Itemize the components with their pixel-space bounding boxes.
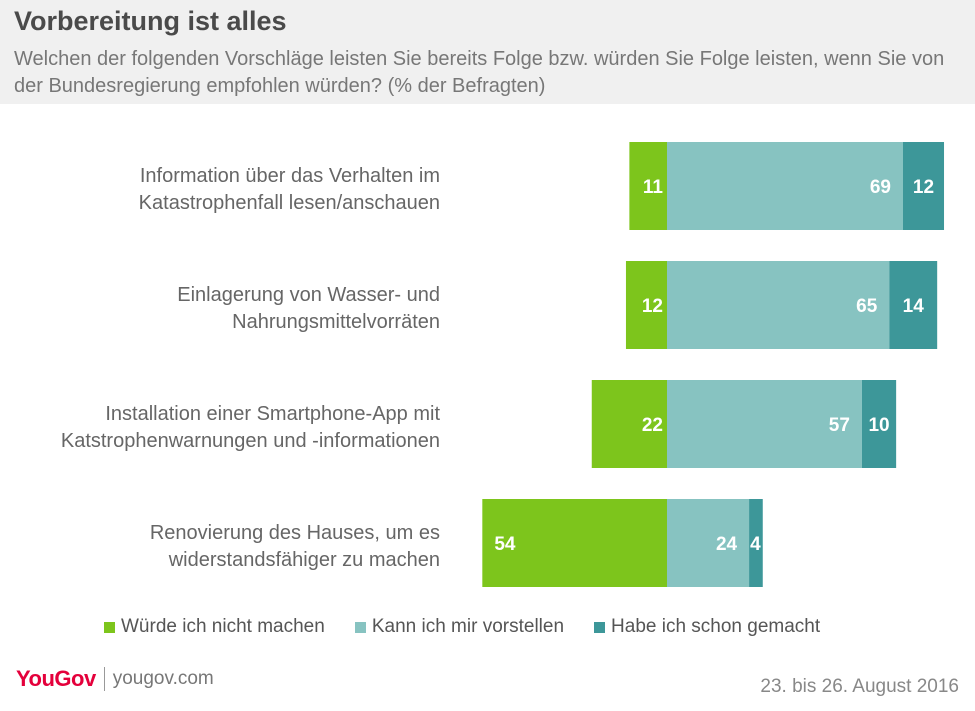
legend-label-can-imagine: Kann ich mir vorstellen — [371, 616, 565, 637]
footer-url: yougov.com — [112, 668, 214, 689]
category-label-line: widerstandsfähiger zu machen — [168, 549, 440, 571]
data-label-already-done: 10 — [868, 415, 889, 436]
data-label-already-done: 12 — [913, 177, 934, 198]
legend-label-not-do: Würde ich nicht machen — [121, 616, 325, 637]
data-label-can-imagine: 57 — [829, 415, 850, 436]
logo-divider — [103, 667, 105, 691]
category-label: Information über das Verhalten im Katastr… — [139, 165, 440, 214]
bar-can-imagine — [667, 142, 903, 230]
category-label: Renovierung des Hauses, um es widerstands… — [150, 522, 440, 571]
bar-already-done — [749, 499, 763, 587]
data-label-can-imagine: 24 — [716, 534, 738, 555]
bar-not-do — [591, 380, 667, 468]
category-label-line: Einlagerung von Wasser- und — [177, 284, 440, 306]
bar-already-done — [861, 380, 897, 468]
data-label-can-imagine: 69 — [870, 177, 891, 198]
data-label-not-do: 11 — [643, 177, 664, 198]
data-label-already-done: 14 — [903, 296, 925, 317]
yougov-logo: YouGov — [16, 666, 96, 691]
legend-swatch-already-done — [594, 621, 606, 633]
bar-not-do — [629, 142, 667, 230]
category-label-line: Information über das Verhalten im — [140, 165, 440, 187]
category-label-line: Katstrophenwarnungen und -informationen — [61, 430, 440, 452]
footer-brand: YouGov yougov.com — [16, 666, 214, 692]
bar-already-done — [889, 261, 938, 349]
bar-can-imagine — [667, 499, 750, 587]
legend-item-can-imagine: Kann ich mir vorstellen — [354, 616, 565, 638]
bar-can-imagine — [667, 261, 890, 349]
category-label-line: Installation einer Smartphone-App mit — [105, 403, 440, 425]
bar-already-done — [902, 142, 945, 230]
category-label-line: Nahrungsmittelvorräten — [232, 311, 440, 333]
data-label-not-do: 54 — [494, 534, 516, 555]
legend-item-not-do: Würde ich nicht machen — [104, 616, 325, 638]
legend-swatch-not-do — [104, 621, 115, 633]
data-label-not-do: 22 — [642, 415, 663, 436]
data-label-not-do: 12 — [642, 296, 663, 317]
chart-title: Vorbereitung ist alles — [14, 6, 287, 36]
chart-legend: Würde ich nicht machen Kann ich mir vors… — [104, 616, 850, 638]
survey-date: 23. bis 26. August 2016 — [760, 676, 959, 697]
data-label-can-imagine: 65 — [856, 296, 878, 317]
legend-swatch-can-imagine — [354, 621, 366, 633]
data-label-already-done: 4 — [750, 534, 761, 555]
bar-not-do — [625, 261, 667, 349]
legend-label-already-done: Habe ich schon gemacht — [611, 616, 821, 637]
legend-item-already-done: Habe ich schon gemacht — [594, 616, 820, 638]
category-label: Installation einer Smartphone-App mit Kat… — [61, 403, 441, 452]
category-label-line: Renovierung des Hauses, um es — [150, 522, 440, 544]
category-label-line: Katastrophenfall lesen/anschauen — [139, 192, 440, 214]
stacked-bar-chart: 11 69 12 Information über das Verhalten im K… — [61, 142, 945, 587]
bar-can-imagine — [667, 380, 862, 468]
chart-subtitle: Welchen der folgenden Vorschläge leisten… — [14, 48, 945, 97]
header-band: Vorbereitung ist alles Welchen der folge… — [0, 0, 975, 104]
category-label: Einlagerung von Wasser- und Nahrungsmitte… — [177, 284, 440, 333]
bar-not-do — [482, 499, 667, 587]
